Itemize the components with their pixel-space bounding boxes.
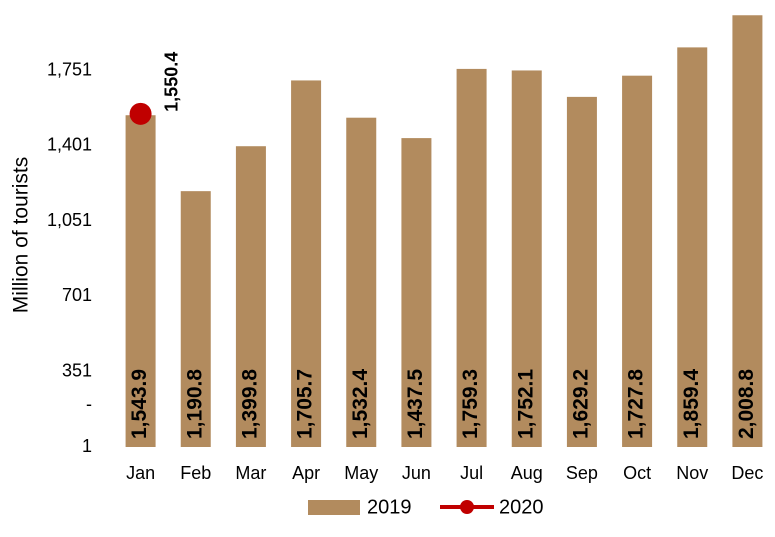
x-tick-label: Aug <box>511 463 543 483</box>
x-tick-label: Oct <box>623 463 651 483</box>
legend-label: 2019 <box>367 496 412 518</box>
x-tick-label: Mar <box>235 463 266 483</box>
bar <box>235 146 266 447</box>
legend-label: 2020 <box>499 496 544 518</box>
point <box>129 102 152 125</box>
bar <box>456 68 487 448</box>
y-tick-label: 701 <box>62 285 92 305</box>
value-label: 1,543.9 <box>128 369 151 439</box>
bar <box>677 47 708 447</box>
y-tick-label: 1 <box>82 436 92 456</box>
legend-swatch <box>308 500 360 515</box>
legend-swatch <box>460 500 474 514</box>
value-label: 1,727.8 <box>625 369 648 439</box>
bar <box>511 70 542 447</box>
value-label: 1,437.5 <box>404 369 427 439</box>
value-label: 1,550.4 <box>161 52 181 112</box>
value-label: 1,859.4 <box>680 369 703 439</box>
value-label: 1,190.8 <box>183 369 206 439</box>
y-tick-label: 351 <box>62 360 92 380</box>
value-label: 2,008.8 <box>735 369 758 439</box>
y-axis-label: Million of tourists <box>10 157 33 313</box>
value-label: 1,629.2 <box>569 369 592 439</box>
bar <box>732 15 763 448</box>
x-tick-label: Feb <box>180 463 211 483</box>
y-tick-label: 1,051 <box>47 210 92 230</box>
value-label: 1,759.3 <box>459 369 482 439</box>
x-tick-label: Jan <box>126 463 155 483</box>
value-label: 1,532.4 <box>349 369 372 439</box>
bar <box>291 80 322 447</box>
bar <box>622 75 653 447</box>
value-label: 1,399.8 <box>238 369 261 439</box>
bar <box>346 117 377 447</box>
x-tick-label: Apr <box>292 463 320 483</box>
bar <box>180 191 211 447</box>
y-tick-label: 1,401 <box>47 135 92 155</box>
bar <box>566 96 597 447</box>
bar <box>125 115 156 448</box>
x-tick-label: Sep <box>566 463 598 483</box>
x-tick-label: Jul <box>460 463 483 483</box>
x-tick-label: May <box>344 463 378 483</box>
x-tick-label: Dec <box>731 463 763 483</box>
value-label: 1,705.7 <box>294 369 317 439</box>
y-tick-label: - <box>86 394 92 414</box>
y-tick-label: 1,751 <box>47 59 92 79</box>
x-tick-label: Nov <box>676 463 708 483</box>
value-label: 1,752.1 <box>514 369 537 439</box>
bar <box>401 138 432 447</box>
x-tick-label: Jun <box>402 463 431 483</box>
